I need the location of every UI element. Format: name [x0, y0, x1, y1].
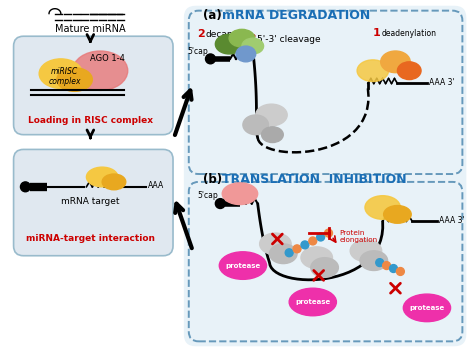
Ellipse shape [360, 251, 388, 270]
Text: miRISC
complex: miRISC complex [48, 67, 81, 86]
Text: 3: 3 [248, 34, 255, 44]
Text: AAA: AAA [148, 181, 164, 190]
Ellipse shape [381, 51, 410, 73]
Ellipse shape [357, 60, 389, 82]
Ellipse shape [229, 29, 255, 47]
Ellipse shape [260, 233, 291, 255]
Ellipse shape [102, 174, 126, 190]
Text: AGO 1-4: AGO 1-4 [90, 54, 125, 63]
Ellipse shape [86, 167, 118, 187]
Text: protease: protease [225, 263, 261, 269]
Text: decapping: decapping [206, 30, 253, 39]
FancyBboxPatch shape [184, 6, 466, 346]
Text: 1: 1 [373, 28, 381, 38]
Text: TRANSLATION  INHIBITION: TRANSLATION INHIBITION [222, 174, 407, 187]
Ellipse shape [390, 265, 397, 272]
Text: Protein
elongation: Protein elongation [339, 230, 377, 243]
Ellipse shape [301, 241, 309, 249]
Ellipse shape [215, 199, 225, 208]
Ellipse shape [206, 54, 215, 64]
Ellipse shape [285, 249, 293, 257]
Ellipse shape [39, 59, 82, 88]
Text: mRNA target: mRNA target [61, 197, 119, 206]
Ellipse shape [365, 196, 401, 219]
Ellipse shape [222, 183, 258, 205]
Ellipse shape [236, 46, 255, 62]
Ellipse shape [325, 229, 332, 237]
Ellipse shape [383, 262, 391, 270]
Ellipse shape [293, 245, 301, 253]
Ellipse shape [301, 247, 332, 269]
Ellipse shape [289, 288, 337, 316]
Ellipse shape [215, 34, 243, 54]
Ellipse shape [403, 294, 451, 322]
Ellipse shape [397, 62, 421, 80]
Ellipse shape [20, 182, 30, 192]
Text: 2: 2 [197, 29, 204, 39]
Ellipse shape [243, 115, 268, 135]
Text: 5'-3' cleavage: 5'-3' cleavage [257, 35, 320, 44]
Text: miRNA-target interaction: miRNA-target interaction [26, 234, 155, 244]
Ellipse shape [309, 237, 317, 245]
Text: AAA 3': AAA 3' [429, 78, 455, 87]
Ellipse shape [317, 233, 325, 241]
Text: deadenylation: deadenylation [382, 29, 437, 38]
Text: protease: protease [295, 299, 330, 305]
Text: AAA 3': AAA 3' [439, 216, 465, 225]
Ellipse shape [350, 240, 382, 262]
Ellipse shape [270, 244, 297, 264]
FancyBboxPatch shape [14, 150, 173, 256]
Text: Loading in RISC complex: Loading in RISC complex [28, 117, 153, 125]
Ellipse shape [242, 38, 264, 54]
Text: mRNA DEGRADATION: mRNA DEGRADATION [222, 9, 371, 22]
Ellipse shape [219, 252, 266, 279]
FancyBboxPatch shape [14, 36, 173, 135]
Ellipse shape [73, 51, 128, 90]
Text: protease: protease [410, 305, 445, 311]
Text: 5'cap: 5'cap [197, 191, 218, 200]
Text: Mature miRNA: Mature miRNA [55, 24, 126, 34]
Ellipse shape [383, 206, 411, 223]
Text: (a): (a) [202, 9, 221, 22]
Ellipse shape [57, 68, 92, 92]
Ellipse shape [376, 259, 383, 266]
Ellipse shape [311, 258, 338, 277]
Ellipse shape [262, 127, 283, 143]
Text: 5'cap: 5'cap [187, 48, 208, 56]
Ellipse shape [255, 104, 287, 126]
Text: (b): (b) [202, 174, 222, 187]
Ellipse shape [396, 268, 404, 275]
